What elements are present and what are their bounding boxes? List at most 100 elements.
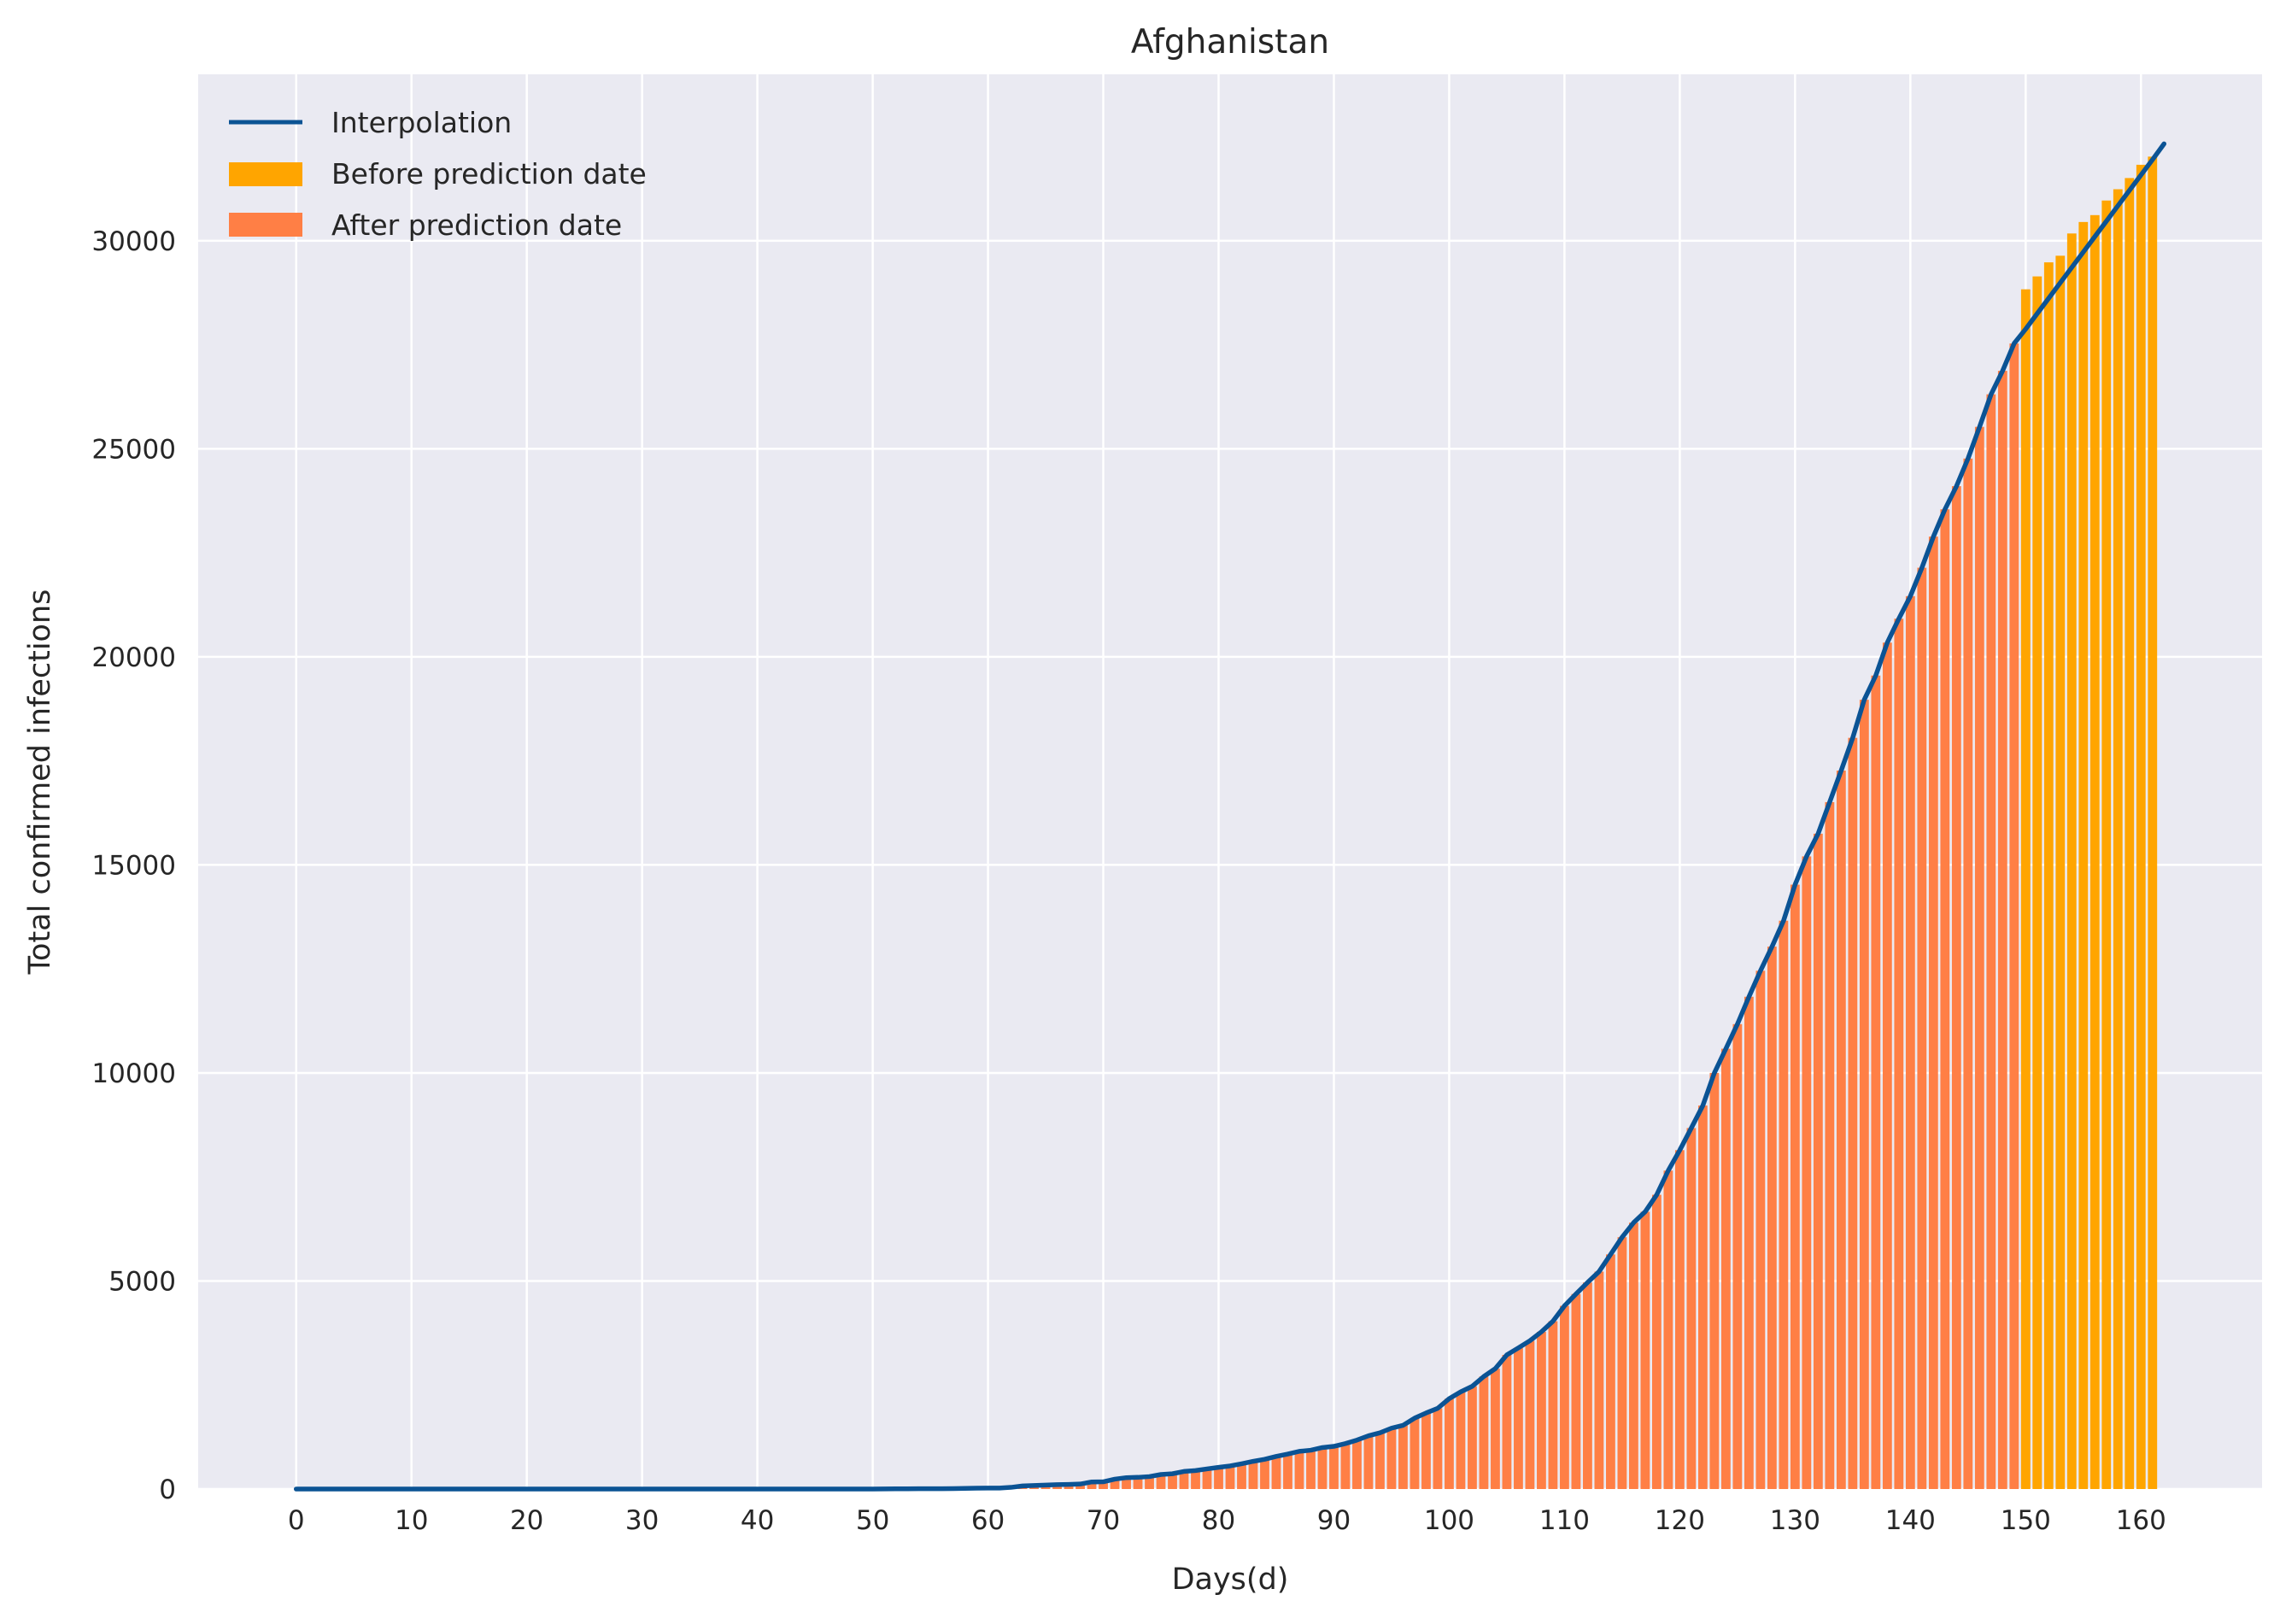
- bar-after-prediction: [1883, 642, 1892, 1489]
- bar-after-prediction: [1652, 1195, 1662, 1489]
- x-tick-label: 30: [625, 1505, 659, 1536]
- y-axis-label: Total confirmed infections: [23, 589, 57, 976]
- bar-after-prediction: [1283, 1454, 1292, 1489]
- bar-after-prediction: [1295, 1451, 1304, 1489]
- y-tick-label: 0: [159, 1474, 176, 1505]
- bar-after-prediction: [1329, 1446, 1339, 1489]
- bar-after-prediction: [1975, 427, 1984, 1489]
- bar-after-prediction: [2009, 343, 2019, 1489]
- x-tick-label: 130: [1770, 1505, 1820, 1536]
- bar-after-prediction: [1894, 619, 1903, 1489]
- y-tick-label: 5000: [108, 1266, 176, 1297]
- bar-after-prediction: [1848, 738, 1857, 1489]
- bar-after-prediction: [1698, 1105, 1708, 1489]
- bar-after-prediction: [1364, 1436, 1374, 1489]
- x-tick-label: 120: [1655, 1505, 1705, 1536]
- bar-after-prediction: [1663, 1170, 1673, 1489]
- bar-after-prediction: [1433, 1409, 1443, 1489]
- bar-after-prediction: [1779, 921, 1788, 1489]
- bar-after-prediction: [1260, 1459, 1269, 1489]
- bar-after-prediction: [1940, 509, 1949, 1489]
- bar-before-prediction: [2055, 255, 2065, 1489]
- bar-after-prediction: [1767, 947, 1777, 1489]
- bar-after-prediction: [1514, 1348, 1523, 1489]
- x-tick-label: 100: [1424, 1505, 1474, 1536]
- bar-before-prediction: [2021, 290, 2031, 1489]
- bar-after-prediction: [1341, 1444, 1351, 1489]
- bar-after-prediction: [1191, 1470, 1200, 1489]
- bar-after-prediction: [1755, 970, 1765, 1489]
- bar-before-prediction: [2136, 165, 2146, 1489]
- bar-after-prediction: [1641, 1211, 1650, 1489]
- x-tick-label: 140: [1885, 1505, 1936, 1536]
- bar-after-prediction: [1871, 676, 1880, 1489]
- bar-after-prediction: [1410, 1418, 1420, 1489]
- bar-after-prediction: [1318, 1447, 1327, 1489]
- bar-before-prediction: [2032, 277, 2042, 1489]
- x-axis-label: Days(d): [1172, 1562, 1289, 1597]
- bar-after-prediction: [1802, 856, 1811, 1489]
- bar-before-prediction: [2090, 215, 2100, 1489]
- bar-after-prediction: [1583, 1282, 1592, 1489]
- bar-after-prediction: [1468, 1387, 1477, 1489]
- bar-after-prediction: [1732, 1024, 1742, 1489]
- bar-before-prediction: [2044, 262, 2054, 1489]
- bar-after-prediction: [1952, 486, 1961, 1489]
- bar-after-prediction: [1675, 1150, 1685, 1489]
- x-tick-label: 0: [288, 1505, 305, 1536]
- legend-label-interpolation: Interpolation: [331, 106, 512, 139]
- bar-after-prediction: [1398, 1425, 1408, 1489]
- x-tick-label: 150: [2001, 1505, 2051, 1536]
- bar-after-prediction: [1421, 1413, 1431, 1489]
- bar-after-prediction: [1249, 1462, 1258, 1489]
- bar-before-prediction: [2078, 222, 2088, 1489]
- x-tick-label: 80: [1202, 1505, 1235, 1536]
- legend-after-swatch: [229, 213, 302, 237]
- bar-after-prediction: [1272, 1457, 1281, 1489]
- y-tick-label: 25000: [91, 434, 176, 465]
- bar-after-prediction: [1721, 1049, 1731, 1489]
- bar-after-prediction: [1606, 1254, 1615, 1489]
- bar-after-prediction: [1503, 1355, 1512, 1489]
- x-tick-label: 110: [1539, 1505, 1590, 1536]
- bar-after-prediction: [1860, 700, 1869, 1489]
- bar-after-prediction: [1709, 1073, 1719, 1489]
- bar-after-prediction: [1686, 1128, 1696, 1489]
- bar-after-prediction: [1744, 997, 1754, 1489]
- legend-label-after: After prediction date: [331, 208, 622, 242]
- bar-after-prediction: [1226, 1466, 1235, 1489]
- bar-after-prediction: [1998, 371, 2007, 1489]
- bar-after-prediction: [1790, 885, 1800, 1489]
- legend-before-swatch: [229, 162, 302, 186]
- x-tick-label: 90: [1317, 1505, 1351, 1536]
- bar-after-prediction: [1352, 1440, 1362, 1489]
- bar-after-prediction: [1825, 802, 1834, 1489]
- bar-after-prediction: [1375, 1433, 1385, 1489]
- y-tick-label: 10000: [91, 1058, 176, 1089]
- x-tick-label: 20: [510, 1505, 543, 1536]
- bar-after-prediction: [1549, 1322, 1558, 1489]
- bar-after-prediction: [1560, 1306, 1569, 1489]
- x-tick-label: 60: [971, 1505, 1005, 1536]
- bar-after-prediction: [1491, 1369, 1500, 1489]
- bar-after-prediction: [1214, 1468, 1223, 1489]
- legend-label-before: Before prediction date: [331, 157, 647, 191]
- bar-after-prediction: [1387, 1428, 1397, 1489]
- y-tick-label: 20000: [91, 642, 176, 673]
- bar-before-prediction: [2101, 201, 2111, 1489]
- y-tick-label: 15000: [91, 850, 176, 881]
- bar-after-prediction: [1445, 1398, 1454, 1489]
- bar-after-prediction: [1917, 568, 1926, 1489]
- bar-after-prediction: [1837, 771, 1846, 1489]
- bar-after-prediction: [1929, 536, 1938, 1489]
- bar-after-prediction: [1814, 834, 1823, 1489]
- chart-title: Afghanistan: [1131, 23, 1329, 62]
- bar-before-prediction: [2067, 233, 2077, 1489]
- bar-before-prediction: [2125, 178, 2134, 1489]
- bar-after-prediction: [1572, 1294, 1581, 1489]
- bar-after-prediction: [1906, 596, 1915, 1489]
- bar-after-prediction: [1237, 1463, 1246, 1489]
- x-tick-label: 160: [2116, 1505, 2166, 1536]
